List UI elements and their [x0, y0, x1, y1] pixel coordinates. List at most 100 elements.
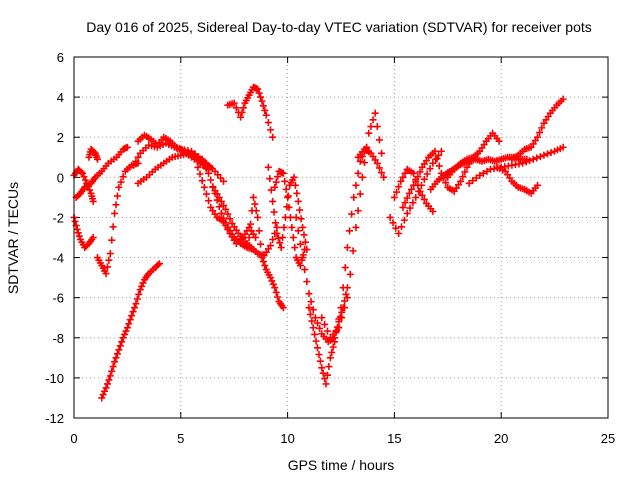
- data-point: [399, 203, 407, 211]
- data-point: [268, 277, 276, 285]
- series-track-s: [318, 109, 386, 342]
- data-point: [401, 169, 409, 177]
- axis-ticks: 0 5 10 15 20 25 -12 -10 -8 -6 -4 -2 0 2 4 6: [45, 50, 615, 446]
- data-point: [308, 317, 316, 325]
- data-point: [226, 215, 234, 223]
- data-point: [540, 151, 548, 159]
- data-point: [301, 266, 309, 274]
- x-axis-label: GPS time / hours: [288, 457, 395, 473]
- data-point: [272, 288, 280, 296]
- series-track-k: [194, 163, 260, 248]
- data-point: [133, 295, 141, 303]
- y-tick-label: -4: [52, 251, 64, 266]
- data-point: [202, 165, 210, 173]
- data-point: [409, 199, 417, 207]
- series-track-t: [354, 145, 388, 181]
- data-point: [395, 183, 403, 191]
- data-point: [215, 193, 223, 201]
- data-point: [205, 169, 213, 177]
- data-point: [123, 324, 131, 332]
- data-point: [326, 354, 334, 362]
- data-point: [543, 150, 551, 158]
- data-point: [412, 193, 420, 201]
- data-point: [115, 183, 123, 191]
- data-point: [126, 316, 134, 324]
- data-point: [109, 223, 117, 231]
- data-point: [305, 290, 313, 298]
- series-track-d: [70, 213, 97, 252]
- plot-frame: [73, 56, 609, 419]
- data-point: [311, 330, 319, 338]
- data-point: [200, 160, 208, 168]
- data-point: [230, 99, 238, 107]
- data-point: [293, 189, 301, 197]
- x-tick-label: 25: [601, 431, 615, 446]
- data-point: [77, 168, 85, 176]
- data-point: [136, 286, 144, 294]
- data-point: [461, 168, 469, 176]
- data-point: [101, 387, 109, 395]
- data-point: [113, 192, 121, 200]
- data-point: [198, 177, 206, 185]
- data-point: [130, 161, 138, 169]
- data-point: [220, 201, 228, 209]
- data-point: [273, 223, 281, 231]
- data-point: [534, 133, 542, 141]
- data-point: [472, 174, 480, 182]
- data-point: [86, 186, 94, 194]
- data-point: [397, 177, 405, 185]
- series-track-ab: [493, 163, 542, 197]
- data-point: [495, 137, 503, 145]
- data-point: [378, 149, 386, 157]
- data-point: [352, 223, 360, 231]
- data-point: [534, 181, 542, 189]
- y-tick-label: 0: [57, 170, 64, 185]
- data-point: [349, 247, 357, 255]
- data-point: [112, 354, 120, 362]
- x-tick-label: 5: [177, 431, 184, 446]
- data-point: [303, 278, 311, 286]
- data-point: [271, 183, 279, 191]
- data-point: [346, 227, 354, 235]
- data-point: [431, 147, 439, 155]
- data-point: [389, 219, 397, 227]
- data-point: [299, 223, 307, 231]
- data-point: [356, 190, 364, 198]
- data-point: [274, 173, 282, 181]
- data-point: [121, 330, 129, 338]
- data-point: [392, 224, 400, 232]
- data-point: [301, 238, 309, 246]
- data-point: [346, 270, 354, 278]
- data-point: [154, 261, 162, 269]
- data-point: [322, 380, 330, 388]
- data-point: [279, 304, 287, 312]
- data-point: [135, 290, 143, 298]
- data-point: [258, 97, 266, 105]
- data-point: [103, 263, 111, 271]
- data-point: [267, 242, 275, 250]
- data-point: [296, 206, 304, 214]
- y-tick-label: -2: [52, 210, 64, 225]
- data-point: [386, 213, 394, 221]
- data-point: [220, 177, 228, 185]
- data-point: [292, 213, 300, 221]
- data-point: [403, 209, 411, 217]
- data-point: [118, 338, 126, 346]
- data-point: [113, 350, 121, 358]
- data-point: [296, 262, 304, 270]
- data-point: [224, 210, 232, 218]
- data-point: [112, 201, 120, 209]
- data-point: [115, 346, 123, 354]
- data-point: [261, 262, 269, 270]
- data-point: [224, 225, 232, 233]
- data-point: [217, 209, 225, 217]
- data-point: [269, 236, 277, 244]
- data-point: [522, 158, 530, 166]
- data-point: [325, 363, 333, 371]
- data-point: [459, 173, 467, 181]
- data-point: [111, 209, 119, 217]
- data-point: [297, 215, 305, 223]
- data-point: [406, 204, 414, 212]
- data-point: [285, 203, 293, 211]
- data-point: [373, 123, 381, 131]
